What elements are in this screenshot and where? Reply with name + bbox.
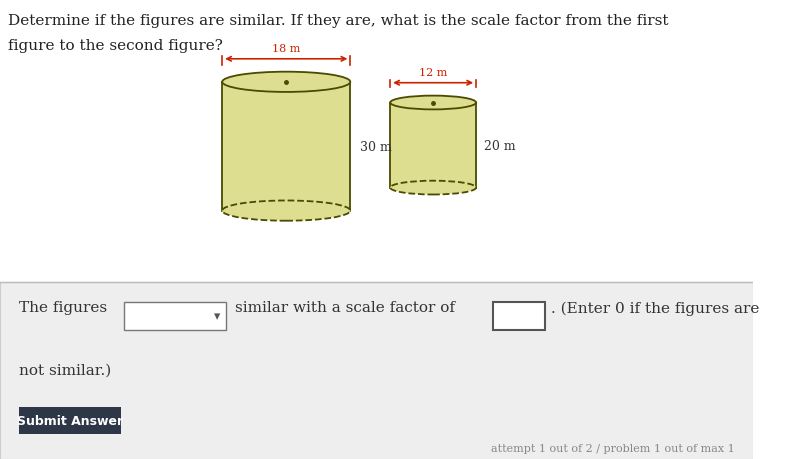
Polygon shape xyxy=(222,83,350,211)
Text: figure to the second figure?: figure to the second figure? xyxy=(7,39,222,53)
Polygon shape xyxy=(494,302,545,330)
Text: 18 m: 18 m xyxy=(272,44,301,54)
Polygon shape xyxy=(124,302,226,330)
Ellipse shape xyxy=(222,201,350,221)
Text: attempt 1 out of 2 / problem 1 out of max 1: attempt 1 out of 2 / problem 1 out of ma… xyxy=(490,443,734,453)
Polygon shape xyxy=(390,103,476,188)
Polygon shape xyxy=(19,407,121,434)
Text: not similar.): not similar.) xyxy=(19,363,111,376)
Polygon shape xyxy=(0,282,754,459)
Ellipse shape xyxy=(390,181,476,195)
Ellipse shape xyxy=(390,96,476,110)
Ellipse shape xyxy=(222,73,350,93)
Text: 20 m: 20 m xyxy=(484,139,515,152)
Text: 12 m: 12 m xyxy=(419,68,447,78)
Text: similar with a scale factor of: similar with a scale factor of xyxy=(235,301,455,314)
Text: The figures: The figures xyxy=(19,301,107,314)
Text: Determine if the figures are similar. If they are, what is the scale factor from: Determine if the figures are similar. If… xyxy=(7,14,668,28)
Text: ▾: ▾ xyxy=(214,310,220,323)
Text: . (Enter 0 if the figures are: . (Enter 0 if the figures are xyxy=(551,301,760,315)
Text: 30 m: 30 m xyxy=(360,140,392,153)
Text: Submit Answer: Submit Answer xyxy=(17,414,122,427)
